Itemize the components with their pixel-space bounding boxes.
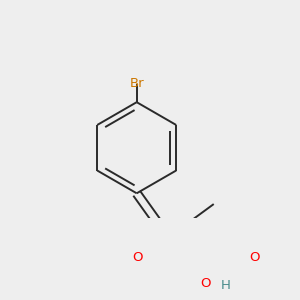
Text: O: O (132, 251, 142, 264)
Text: O: O (200, 277, 210, 290)
Text: H: H (221, 279, 231, 292)
Text: Br: Br (129, 77, 144, 90)
Text: O: O (249, 251, 260, 264)
